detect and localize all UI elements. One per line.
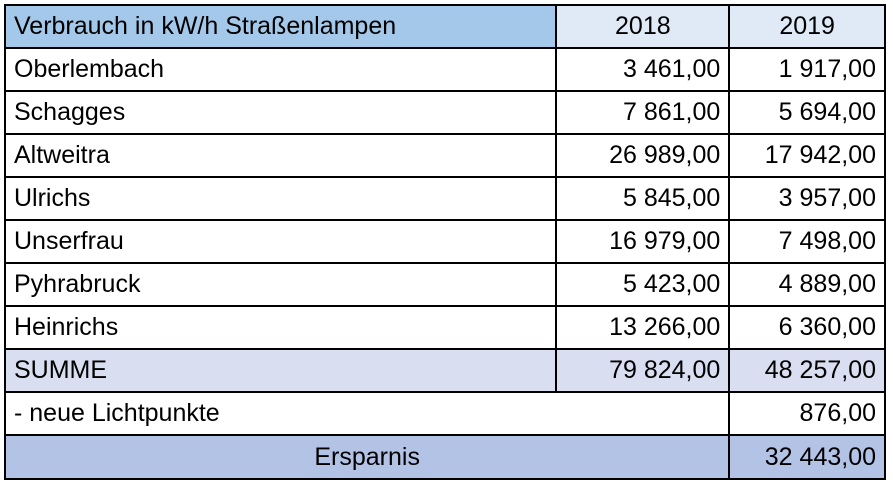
header-title-cell[interactable]: Verbrauch in kW/h Straßenlampen xyxy=(3,4,558,49)
sum-2018-cell[interactable]: 79 824,00 xyxy=(555,348,731,393)
row-2018-cell[interactable]: 13 266,00 xyxy=(555,305,731,350)
table-row: Oberlembach 3 461,00 1 917,00 xyxy=(3,47,886,92)
new-points-label-cell[interactable]: - neue Lichtpunkte xyxy=(3,391,731,436)
row-name-cell[interactable]: Altweitra xyxy=(3,133,558,178)
row-name-cell[interactable]: Unserfrau xyxy=(3,219,558,264)
consumption-table: Verbrauch in kW/h Straßenlampen 2018 201… xyxy=(3,4,886,480)
sum-label-cell[interactable]: SUMME xyxy=(3,348,558,393)
row-2018-cell[interactable]: 7 861,00 xyxy=(555,90,731,135)
row-2019-cell[interactable]: 17 942,00 xyxy=(728,133,886,178)
table-row: Heinrichs 13 266,00 6 360,00 xyxy=(3,305,886,350)
sum-2019-cell[interactable]: 48 257,00 xyxy=(728,348,886,393)
row-name-cell[interactable]: Oberlembach xyxy=(3,47,558,92)
row-2018-cell[interactable]: 5 423,00 xyxy=(555,262,731,307)
table-row: Unserfrau 16 979,00 7 498,00 xyxy=(3,219,886,264)
row-name-cell[interactable]: Heinrichs xyxy=(3,305,558,350)
row-name-cell[interactable]: Schagges xyxy=(3,90,558,135)
row-2018-cell[interactable]: 3 461,00 xyxy=(555,47,731,92)
row-2019-cell[interactable]: 4 889,00 xyxy=(728,262,886,307)
header-row: Verbrauch in kW/h Straßenlampen 2018 201… xyxy=(3,4,886,49)
row-name-cell[interactable]: Pyhrabruck xyxy=(3,262,558,307)
table-row: Schagges 7 861,00 5 694,00 xyxy=(3,90,886,135)
new-points-value-cell[interactable]: 876,00 xyxy=(728,391,886,436)
row-2019-cell[interactable]: 7 498,00 xyxy=(728,219,886,264)
row-2019-cell[interactable]: 5 694,00 xyxy=(728,90,886,135)
new-points-row: - neue Lichtpunkte 876,00 xyxy=(3,391,886,436)
row-2019-cell[interactable]: 1 917,00 xyxy=(728,47,886,92)
savings-label-cell[interactable]: Ersparnis xyxy=(3,434,731,480)
row-2018-cell[interactable]: 5 845,00 xyxy=(555,176,731,221)
row-2019-cell[interactable]: 6 360,00 xyxy=(728,305,886,350)
row-2018-cell[interactable]: 26 989,00 xyxy=(555,133,731,178)
table-row: Altweitra 26 989,00 17 942,00 xyxy=(3,133,886,178)
header-year-2018-cell[interactable]: 2018 xyxy=(555,4,731,49)
table-row: Pyhrabruck 5 423,00 4 889,00 xyxy=(3,262,886,307)
savings-row: Ersparnis 32 443,00 xyxy=(3,434,886,480)
row-2018-cell[interactable]: 16 979,00 xyxy=(555,219,731,264)
row-2019-cell[interactable]: 3 957,00 xyxy=(728,176,886,221)
table-row: Ulrichs 5 845,00 3 957,00 xyxy=(3,176,886,221)
sum-row: SUMME 79 824,00 48 257,00 xyxy=(3,348,886,393)
row-name-cell[interactable]: Ulrichs xyxy=(3,176,558,221)
savings-value-cell[interactable]: 32 443,00 xyxy=(728,434,886,480)
header-year-2019-cell[interactable]: 2019 xyxy=(728,4,886,49)
